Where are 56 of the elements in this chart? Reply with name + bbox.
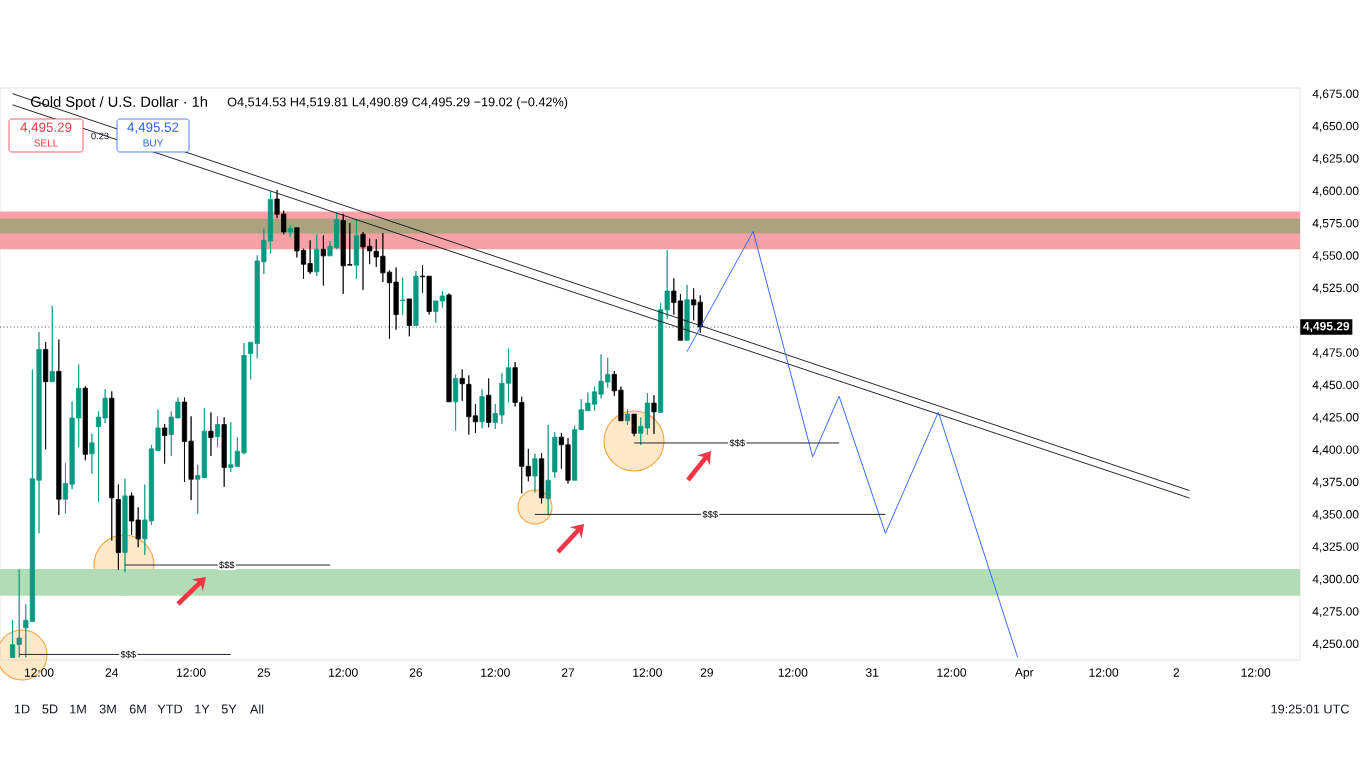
annotation: $$$: [219, 561, 235, 569]
annotation: BUY: [143, 139, 164, 147]
y-tick-label: 4,450.00: [1312, 380, 1359, 391]
x-tick-label: 26: [409, 668, 423, 677]
x-tick-label: Apr: [1014, 668, 1034, 680]
x-tick-label: 2: [1173, 668, 1180, 677]
y-tick-label: 4,325.00: [1312, 542, 1359, 553]
ref-line-label: 4,495.29: [1303, 321, 1350, 333]
x-tick-label: 25: [257, 668, 271, 677]
annotation: 4,495.29: [20, 122, 72, 134]
x-tick-label: 31: [865, 668, 879, 677]
y-tick-label: 4,350.00: [1312, 510, 1359, 521]
y-tick-label: 4,250.00: [1312, 639, 1359, 650]
text: 19:25:01 UTC: [1271, 704, 1349, 714]
y-tick-label: 4,650.00: [1312, 121, 1359, 132]
y-tick-label: 4,400.00: [1312, 445, 1359, 456]
text: 3M: [99, 704, 116, 714]
x-tick-label: 12:00: [778, 668, 808, 677]
annotation: 0.23: [91, 132, 109, 140]
text: 1D: [14, 704, 30, 714]
text: 5Y: [221, 704, 237, 714]
text: 6M: [129, 704, 146, 714]
y-tick-label: 4,575.00: [1312, 218, 1359, 229]
annotation: 4,495.52: [127, 122, 179, 134]
x-tick-label: 29: [700, 668, 713, 677]
annotation: $$$: [120, 650, 136, 659]
annotation: $$$: [729, 439, 745, 447]
x-tick-label: 12:00: [177, 668, 206, 677]
y-tick-label: 4,475.00: [1312, 348, 1359, 359]
y-tick-label: 4,300.00: [1312, 574, 1359, 585]
text: 1M: [70, 704, 86, 714]
y-tick-label: 4,675.00: [1312, 89, 1359, 100]
x-tick-label: 12:00: [1089, 668, 1119, 677]
text: YTD: [157, 704, 183, 714]
y-tick-label: 4,425.00: [1312, 413, 1359, 423]
x-tick-label: 12:00: [24, 668, 54, 677]
y-tick-label: 4,625.00: [1312, 154, 1359, 165]
x-tick-label: 12:00: [1241, 668, 1271, 677]
text: 1Y: [195, 704, 210, 714]
y-tick-label: 4,525.00: [1312, 283, 1359, 294]
annotation: $$$: [702, 510, 718, 519]
y-tick-label: 4,550.00: [1312, 251, 1359, 262]
annotation: SELL: [34, 139, 58, 147]
y-tick-label: 4,375.00: [1312, 477, 1359, 488]
x-tick-label: 12:00: [633, 668, 662, 677]
y-tick-label: 4,275.00: [1312, 607, 1359, 618]
text: O4,514.53 H4,519.81 L4,490.89 C4,495.29 −19.02 (−0.42%): [227, 97, 568, 109]
x-tick-label: 12:00: [329, 668, 358, 677]
text: Gold Spot / U.S. Dollar · 1h: [31, 96, 207, 110]
x-tick-label: 27: [561, 668, 575, 677]
text: 5D: [42, 704, 58, 714]
x-tick-label: 24: [105, 668, 119, 677]
x-tick-label: 12:00: [481, 668, 510, 677]
x-tick-label: 12:00: [937, 668, 967, 677]
y-tick-label: 4,600.00: [1312, 186, 1359, 197]
text: All: [249, 704, 264, 714]
